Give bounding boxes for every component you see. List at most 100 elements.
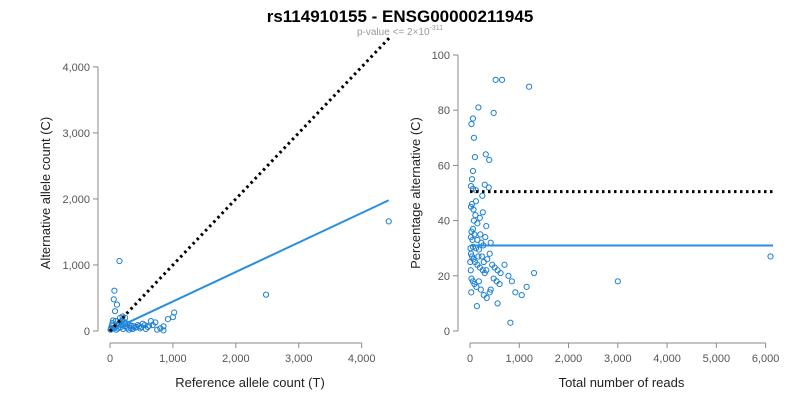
data-point bbox=[512, 289, 519, 296]
y-tick-label: 60 bbox=[438, 160, 450, 172]
data-point bbox=[467, 267, 474, 274]
x-tick-label: 2,000 bbox=[222, 353, 250, 365]
data-point bbox=[262, 291, 270, 298]
data-point bbox=[152, 319, 159, 326]
data-point bbox=[483, 294, 490, 301]
y-tick-label: 40 bbox=[438, 216, 450, 228]
data-point bbox=[472, 211, 479, 219]
data-point bbox=[530, 269, 538, 277]
x-tick-label: 4,000 bbox=[653, 353, 681, 365]
data-point bbox=[480, 258, 487, 266]
data-point bbox=[479, 209, 486, 216]
data-point bbox=[482, 234, 489, 241]
fit-line bbox=[109, 199, 390, 332]
data-point bbox=[496, 280, 503, 288]
x-tick-label: 4,000 bbox=[348, 353, 376, 365]
data-point bbox=[145, 322, 153, 329]
chart-subtitle: p-value <= 2×10-311 bbox=[357, 25, 443, 38]
y-tick-label: 80 bbox=[438, 105, 450, 117]
data-point bbox=[469, 115, 477, 122]
data-point bbox=[486, 289, 493, 296]
y-tick-label: 1,000 bbox=[62, 260, 90, 272]
x-axis-label: Total number of reads bbox=[559, 375, 685, 390]
data-point bbox=[470, 206, 477, 213]
x-tick-label: 0 bbox=[107, 353, 113, 365]
data-point bbox=[160, 323, 167, 330]
y-axis-label: Percentage alternative (C) bbox=[408, 117, 423, 269]
y-tick-label: 100 bbox=[432, 50, 450, 62]
data-point bbox=[490, 109, 497, 117]
y-tick-label: 0 bbox=[84, 326, 90, 338]
data-point bbox=[467, 258, 474, 266]
data-point bbox=[468, 120, 475, 128]
y-tick-label: 3,000 bbox=[62, 128, 90, 140]
data-point bbox=[471, 231, 478, 238]
data-point bbox=[477, 231, 484, 238]
x-tick-label: 5,000 bbox=[703, 353, 731, 365]
data-point bbox=[497, 269, 504, 277]
data-point bbox=[475, 104, 482, 111]
y-tick-label: 0 bbox=[444, 326, 450, 338]
data-point bbox=[473, 303, 480, 310]
reference-line bbox=[108, 36, 392, 333]
x-tick-label: 3,000 bbox=[604, 353, 632, 365]
data-point bbox=[476, 214, 483, 221]
data-point bbox=[473, 283, 480, 290]
data-point bbox=[469, 167, 477, 175]
subtitle-exponent: -311 bbox=[430, 25, 444, 32]
data-point bbox=[111, 287, 118, 294]
x-tick-label: 3,000 bbox=[285, 353, 313, 365]
allele-count-scatter-panel: 0 1,000 2,000 3,000 4,000 0 1,000 2,000 3,000 4,0… bbox=[38, 36, 392, 390]
data-point bbox=[485, 184, 492, 191]
y-tick-label: 4,000 bbox=[62, 62, 90, 74]
data-point bbox=[494, 300, 501, 307]
y-tick-label: 2,000 bbox=[62, 194, 90, 206]
data-point bbox=[492, 76, 499, 83]
y-axis-label: Alternative allele count (C) bbox=[38, 117, 53, 269]
data-point bbox=[614, 278, 621, 285]
data-point bbox=[468, 289, 475, 296]
data-point bbox=[505, 272, 512, 279]
data-point bbox=[523, 283, 530, 290]
data-point bbox=[498, 76, 506, 83]
data-point bbox=[479, 192, 486, 199]
data-point bbox=[478, 253, 485, 260]
data-point bbox=[123, 324, 131, 331]
data-point bbox=[154, 326, 161, 333]
data-point bbox=[137, 325, 144, 332]
data-point bbox=[472, 187, 480, 194]
data-point bbox=[160, 327, 167, 334]
data-point bbox=[487, 286, 494, 293]
data-point bbox=[475, 278, 482, 285]
data-point bbox=[470, 134, 478, 141]
data-point bbox=[508, 278, 515, 285]
subtitle-text: p-value <= 2×10 bbox=[357, 27, 430, 38]
data-point bbox=[767, 253, 774, 260]
x-axis-label: Reference allele count (T) bbox=[175, 375, 325, 390]
data-point bbox=[507, 319, 514, 326]
data-point bbox=[111, 308, 119, 315]
data-point bbox=[486, 250, 493, 257]
data-point bbox=[518, 292, 525, 299]
data-point bbox=[471, 154, 479, 161]
data-point bbox=[469, 185, 477, 192]
data-point bbox=[139, 320, 146, 327]
x-tick-label: 6,000 bbox=[752, 353, 780, 365]
data-point bbox=[116, 257, 123, 265]
data-point bbox=[113, 301, 121, 308]
data-point bbox=[474, 220, 481, 227]
data-point bbox=[483, 267, 490, 274]
data-point bbox=[477, 286, 484, 293]
data-point bbox=[484, 256, 491, 263]
data-point bbox=[169, 314, 177, 321]
data-point bbox=[526, 83, 533, 90]
chart-title: rs114910155 - ENSG00000211945 bbox=[267, 7, 534, 26]
data-point bbox=[144, 323, 151, 331]
x-tick-label: 2,000 bbox=[555, 353, 583, 365]
data-point bbox=[475, 246, 482, 253]
x-tick-label: 1,000 bbox=[159, 353, 187, 365]
data-point bbox=[501, 261, 508, 268]
data-point bbox=[482, 151, 489, 158]
data-point bbox=[486, 156, 493, 163]
